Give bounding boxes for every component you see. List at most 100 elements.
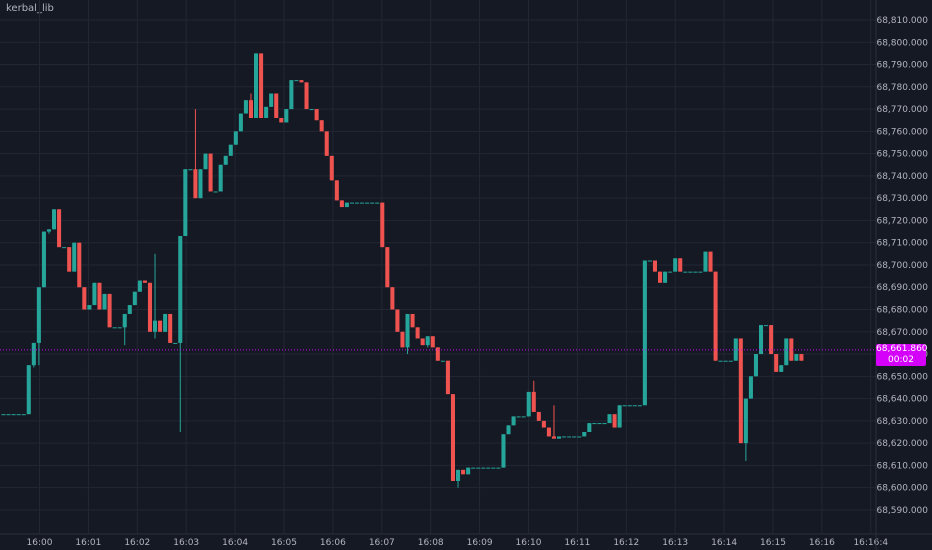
- candle[interactable]: [188, 169, 193, 171]
- candle[interactable]: [410, 313, 415, 328]
- candle[interactable]: [582, 431, 587, 437]
- candle[interactable]: [112, 327, 117, 329]
- candle[interactable]: [203, 153, 208, 170]
- candle[interactable]: [718, 360, 723, 362]
- candle[interactable]: [481, 467, 486, 469]
- candle[interactable]: [360, 202, 365, 204]
- candle[interactable]: [794, 354, 799, 361]
- candle[interactable]: [41, 231, 46, 288]
- candle[interactable]: [567, 436, 572, 438]
- candle[interactable]: [738, 338, 743, 444]
- candle[interactable]: [173, 342, 178, 344]
- candle[interactable]: [11, 414, 16, 416]
- candle[interactable]: [425, 336, 430, 348]
- candle[interactable]: [799, 354, 804, 361]
- candle[interactable]: [683, 271, 688, 273]
- candle[interactable]: [264, 106, 269, 118]
- candle[interactable]: [279, 117, 284, 123]
- candle[interactable]: [546, 427, 551, 437]
- candle[interactable]: [243, 100, 248, 114]
- candle[interactable]: [107, 293, 112, 328]
- candle[interactable]: [284, 109, 289, 123]
- candle[interactable]: [774, 354, 779, 372]
- candle[interactable]: [254, 53, 259, 118]
- candle[interactable]: [183, 169, 188, 237]
- candle[interactable]: [238, 113, 243, 132]
- candle[interactable]: [486, 467, 491, 469]
- candle[interactable]: [652, 260, 657, 272]
- candle[interactable]: [178, 236, 183, 432]
- candle[interactable]: [6, 414, 11, 416]
- candle[interactable]: [496, 467, 501, 469]
- candle[interactable]: [789, 338, 794, 361]
- candle[interactable]: [46, 229, 51, 234]
- candle[interactable]: [647, 260, 652, 262]
- candle[interactable]: [52, 209, 57, 230]
- candle[interactable]: [698, 271, 703, 273]
- candle[interactable]: [753, 354, 758, 377]
- candle[interactable]: [223, 155, 228, 165]
- candle[interactable]: [541, 420, 546, 428]
- candle[interactable]: [602, 423, 607, 425]
- candle[interactable]: [743, 398, 748, 461]
- candle[interactable]: [521, 416, 526, 418]
- candle[interactable]: [92, 282, 97, 306]
- candle[interactable]: [82, 287, 87, 310]
- candle[interactable]: [339, 200, 344, 208]
- candle[interactable]: [31, 342, 36, 368]
- candle[interactable]: [97, 282, 102, 310]
- candle[interactable]: [405, 313, 410, 355]
- candle[interactable]: [516, 416, 521, 418]
- candle[interactable]: [370, 202, 375, 204]
- candle[interactable]: [395, 309, 400, 332]
- candles[interactable]: [1, 53, 804, 488]
- candle[interactable]: [748, 376, 753, 399]
- candle[interactable]: [269, 93, 274, 107]
- candle[interactable]: [87, 305, 92, 310]
- candle[interactable]: [688, 271, 693, 273]
- candle[interactable]: [450, 394, 455, 481]
- candle[interactable]: [67, 247, 72, 272]
- candle[interactable]: [511, 416, 516, 426]
- candle[interactable]: [703, 251, 708, 272]
- candle[interactable]: [587, 423, 592, 432]
- candle[interactable]: [693, 271, 698, 273]
- candle[interactable]: [708, 251, 713, 272]
- candle[interactable]: [274, 93, 279, 118]
- candle[interactable]: [218, 164, 223, 192]
- candle[interactable]: [400, 331, 405, 348]
- candle[interactable]: [430, 336, 435, 348]
- candle[interactable]: [420, 338, 425, 346]
- candle[interactable]: [617, 405, 622, 428]
- candle[interactable]: [304, 82, 309, 110]
- candle[interactable]: [607, 414, 612, 424]
- candle[interactable]: [678, 258, 683, 272]
- candle[interactable]: [577, 436, 582, 438]
- candle[interactable]: [663, 271, 668, 283]
- candle[interactable]: [193, 109, 198, 199]
- candle[interactable]: [380, 202, 385, 248]
- candle[interactable]: [16, 414, 21, 416]
- candle[interactable]: [769, 325, 774, 355]
- candle[interactable]: [319, 120, 324, 132]
- candle[interactable]: [764, 325, 769, 327]
- candle[interactable]: [592, 423, 597, 425]
- candle[interactable]: [759, 325, 764, 355]
- candle[interactable]: [26, 365, 31, 415]
- candle[interactable]: [294, 80, 299, 82]
- candle[interactable]: [562, 436, 567, 438]
- candle[interactable]: [117, 327, 122, 329]
- candle[interactable]: [314, 109, 319, 121]
- candle[interactable]: [673, 258, 678, 272]
- candle[interactable]: [344, 202, 349, 208]
- candle[interactable]: [233, 131, 238, 145]
- candle[interactable]: [132, 291, 137, 306]
- candle[interactable]: [142, 280, 147, 283]
- candle[interactable]: [668, 271, 673, 273]
- candle[interactable]: [501, 434, 506, 468]
- candle[interactable]: [622, 405, 627, 407]
- candle[interactable]: [248, 93, 253, 118]
- candle[interactable]: [77, 242, 82, 288]
- candle[interactable]: [466, 467, 471, 475]
